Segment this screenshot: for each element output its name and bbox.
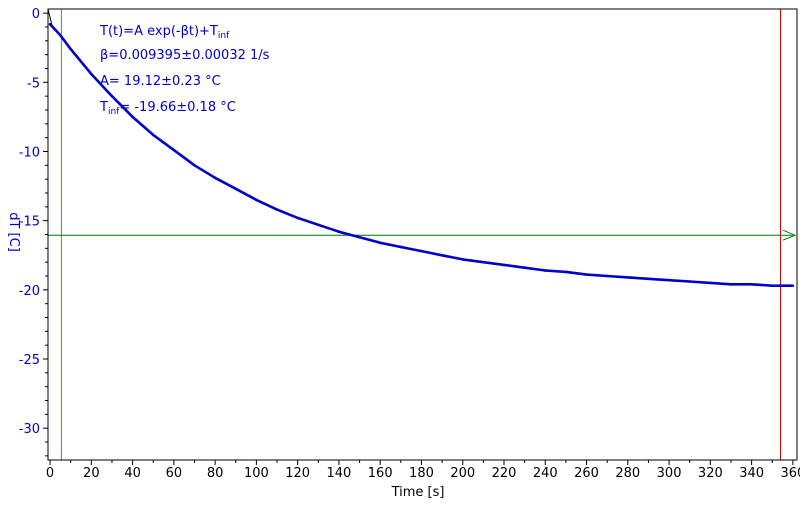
data-point: [688, 280, 692, 283]
x-tick-label: 20: [83, 466, 100, 481]
data-point: [585, 273, 588, 276]
data-point: [275, 208, 279, 211]
data-point: [399, 245, 403, 249]
data-point: [605, 274, 609, 278]
x-tick-label: 260: [574, 466, 599, 481]
data-point: [729, 283, 733, 286]
x-tick-label: 120: [285, 466, 310, 481]
reference-arrow-icon: [782, 229, 797, 241]
y-tick-label: -5: [27, 76, 40, 91]
x-tick-label: 80: [207, 466, 224, 481]
data-point: [131, 115, 134, 119]
x-tick-label: 100: [244, 466, 269, 481]
y-tick-label: 0: [32, 7, 40, 22]
data-point: [770, 284, 774, 287]
data-point: [420, 249, 423, 253]
data-point: [543, 269, 547, 272]
data-point: [296, 216, 299, 220]
data-point: [48, 22, 52, 26]
axes-layer: 0 20 40 60 80 100 120 140 160 180 200 220 240 260 280 3…: [19, 7, 800, 481]
data-series-line: [49, 23, 793, 288]
data-point: [317, 223, 320, 227]
data-point: [709, 281, 712, 285]
data-point: [358, 235, 361, 239]
x-tick-label: 40: [124, 466, 141, 481]
data-point: [69, 47, 72, 51]
annotation-formula: T(t)=A exp(-βt)+Tinf: [99, 24, 230, 41]
data-point: [234, 187, 238, 191]
x-tick-label: 200: [450, 466, 475, 481]
x-tick-label: 300: [657, 466, 682, 481]
y-tick-label: -20: [19, 284, 40, 299]
data-point: [440, 253, 444, 257]
annotation-block: T(t)=A exp(-βt)+Tinf β=0.009395±0.00032 …: [99, 24, 270, 117]
x-tick-label: 220: [492, 466, 517, 481]
annotation-a: A= 19.12±0.23 °C: [100, 74, 221, 89]
data-point: [461, 258, 465, 261]
x-tick-label: 340: [739, 466, 764, 481]
data-point: [378, 241, 382, 245]
annotation-tinf: Tinf= -19.66±0.18 °C: [99, 100, 236, 117]
x-tick-label: 140: [327, 466, 352, 481]
data-point: [151, 133, 155, 137]
data-point: [337, 230, 341, 234]
x-tick-label: 280: [615, 466, 640, 481]
y-tick-label: -30: [19, 422, 40, 437]
x-tick-label: 360: [780, 466, 800, 481]
data-point: [193, 164, 196, 167]
data-point: [647, 277, 650, 281]
x-tick-label: 60: [166, 466, 183, 481]
data-point: [626, 276, 630, 279]
x-tick-label: 240: [533, 466, 558, 481]
annotation-beta: β=0.009395±0.00032 1/s: [100, 48, 270, 63]
x-tick-label: 180: [409, 466, 434, 481]
data-point: [59, 33, 62, 37]
data-point: [523, 266, 526, 270]
data-point: [750, 283, 753, 286]
data-point: [255, 198, 258, 202]
y-tick-label: -15: [19, 215, 40, 230]
data-point: [213, 176, 217, 180]
x-tick-label: 320: [698, 466, 723, 481]
data-point: [90, 72, 93, 76]
y-tick-label: -25: [19, 353, 40, 368]
start-marker-line: [47, 8, 53, 26]
y-tick-label: -10: [19, 145, 40, 160]
data-point: [502, 263, 506, 267]
x-tick-label: 160: [368, 466, 393, 481]
data-point: [667, 278, 671, 282]
x-tick-label: 0: [46, 466, 54, 481]
x-axis-label: Time [s]: [391, 485, 445, 500]
plot-layer: [47, 8, 797, 460]
data-point: [172, 148, 176, 152]
y-axis-label: dT [C]: [6, 212, 21, 252]
data-point: [564, 270, 568, 274]
data-point: [791, 284, 795, 287]
data-point: [110, 94, 114, 98]
data-point: [482, 260, 485, 264]
